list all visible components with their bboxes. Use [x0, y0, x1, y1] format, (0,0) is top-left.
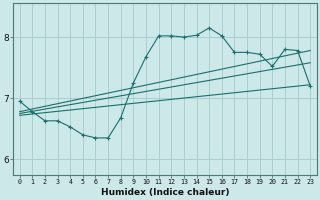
- X-axis label: Humidex (Indice chaleur): Humidex (Indice chaleur): [101, 188, 229, 197]
